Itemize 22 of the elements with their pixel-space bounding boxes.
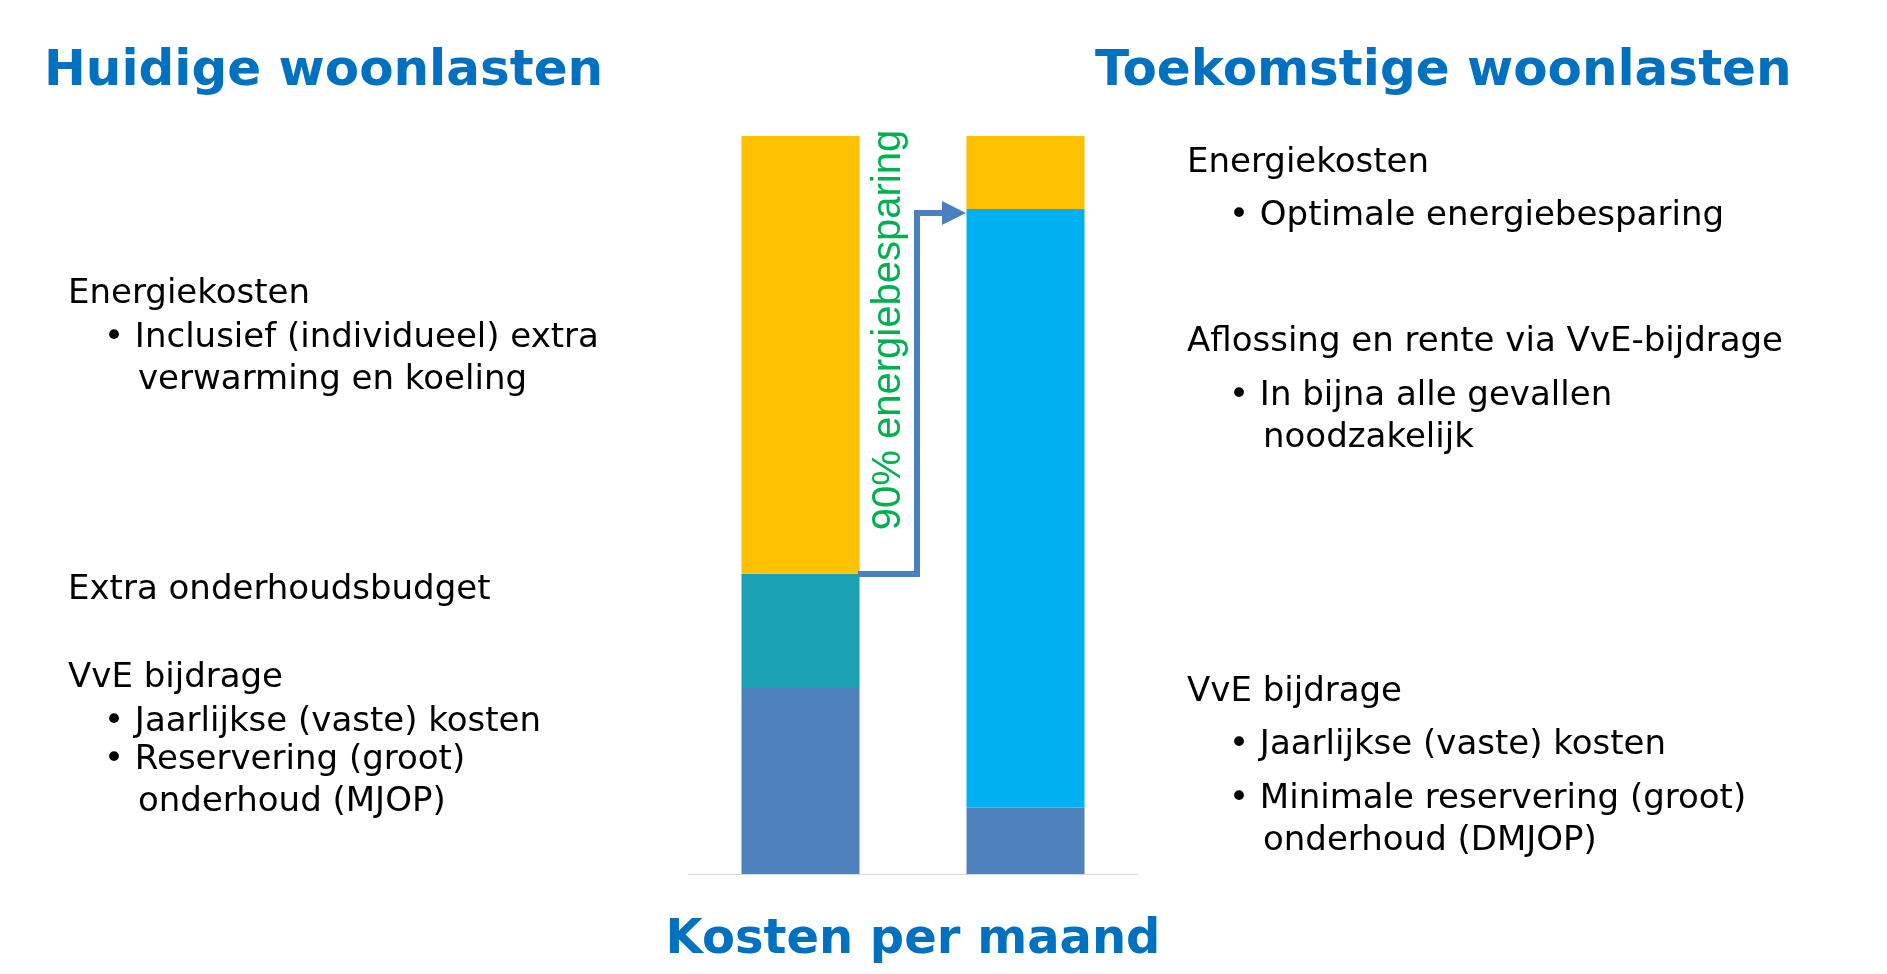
text: • Inclusief (individueel) extra verwarming en koeling bbox=[104, 314, 600, 398]
text: VvE bijdrage bbox=[1187, 668, 1403, 710]
bar bbox=[741, 573, 860, 689]
text: Aflossing en rente via VvE-bijdrage bbox=[1187, 318, 1784, 360]
text: Toekomstige woonlasten bbox=[1095, 38, 1792, 98]
bar bbox=[966, 807, 1085, 874]
bar bbox=[966, 209, 1085, 808]
text: Extra onderhoudsbudget bbox=[68, 566, 491, 608]
text: • In bijna alle gevallen noodzakelijk bbox=[1229, 372, 1614, 456]
x-axis-title: Kosten per maand bbox=[665, 908, 1161, 964]
text: Huidige woonlasten bbox=[44, 38, 604, 98]
text: • Optimale energiebesparing bbox=[1229, 192, 1725, 234]
text: • Reservering (groot) onderhoud (MJOP) bbox=[104, 737, 467, 820]
bar bbox=[966, 136, 1085, 210]
text: • Minimale reservering (groot) onderhoud (DMJOP) bbox=[1229, 775, 1748, 859]
text: • Jaarlijkse (vaste) kosten bbox=[104, 698, 543, 740]
text: Energiekosten bbox=[1187, 139, 1430, 181]
text: Energiekosten bbox=[68, 270, 311, 312]
annotation: 90% energiebesparing bbox=[864, 129, 908, 531]
bar bbox=[741, 688, 860, 874]
text: • Jaarlijkse (vaste) kosten bbox=[1229, 721, 1668, 763]
text: VvE bijdrage bbox=[68, 654, 284, 696]
